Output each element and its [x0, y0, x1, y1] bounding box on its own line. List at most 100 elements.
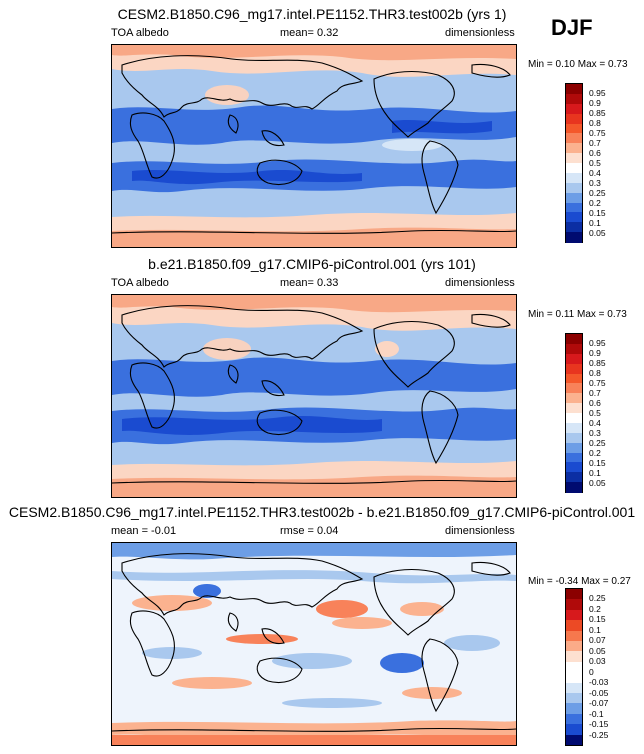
cb2-label-13: 0.1 [589, 468, 601, 478]
panel-2-map-svg [112, 295, 516, 497]
cb1-swatch [566, 93, 582, 105]
cb3-swatch [566, 609, 582, 621]
cb1-label-4: 0.75 [589, 128, 606, 138]
cb1-swatch [566, 123, 582, 134]
cb2-label-0: 0.95 [589, 338, 606, 348]
panel-2-minmax: Min = 0.11 Max = 0.73 [528, 309, 627, 320]
cb3-swatch [566, 672, 582, 684]
cb1-label-10: 0.25 [589, 188, 606, 198]
cb3-label-7: 0 [589, 666, 594, 677]
cb1-swatch [566, 202, 582, 213]
cb2-swatch [566, 422, 582, 434]
panel-1-minmax: Min = 0.10 Max = 0.73 [528, 59, 628, 70]
cb2-label-5: 0.7 [589, 388, 601, 398]
cb2-swatch [566, 393, 582, 404]
cb3-swatch [566, 589, 582, 600]
panel-2-variable-label: TOA albedo [111, 277, 169, 289]
cb3-swatch [566, 693, 582, 704]
cb2-swatch [566, 343, 582, 355]
cb3-swatch [566, 630, 582, 642]
cb3-label-13: -0.25 [589, 729, 609, 740]
panel-1-units-label: dimensionless [445, 27, 515, 39]
cb1-swatch [566, 84, 582, 95]
cb1-label-13: 0.1 [589, 218, 601, 228]
panel-2-map [111, 294, 517, 498]
cb2-label-10: 0.25 [589, 438, 606, 448]
cb2-swatch [566, 462, 582, 473]
cb1-label-5: 0.7 [589, 138, 601, 148]
cb2-swatch [566, 363, 582, 374]
cb2-label-2: 0.85 [589, 358, 606, 368]
cb3-label-2: 0.15 [589, 614, 606, 624]
cb3-swatch [566, 734, 582, 746]
cb1-label-14: 0.05 [589, 228, 606, 238]
panel-3-colorbar: 0.25 0.2 0.15 0.1 0.07 0.05 0.03 0 -0.03… [565, 588, 625, 746]
cb2-label-12: 0.15 [589, 458, 606, 468]
cb3-label-10: -0.07 [589, 698, 609, 708]
cb1-label-1: 0.9 [589, 98, 601, 108]
cb1-label-7: 0.5 [589, 158, 601, 168]
cb1-swatch [566, 232, 582, 243]
cb1-swatch [566, 103, 582, 115]
panel-3-mean-label: mean = -0.01 [111, 525, 177, 537]
cb2-swatch [566, 482, 582, 493]
cb3-swatch [566, 682, 582, 694]
cb2-label-11: 0.2 [589, 448, 601, 458]
panel-3-units-label: dimensionless [445, 525, 515, 537]
cb2-label-8: 0.4 [589, 418, 601, 428]
cb3-swatch [566, 661, 582, 673]
cb1-label-8: 0.4 [589, 168, 601, 178]
season-label: DJF [551, 15, 593, 40]
cb1-swatch [566, 143, 582, 154]
panel-1-colorbar-swatches [565, 83, 583, 243]
panel-1-map [111, 44, 517, 248]
cb1-swatch [566, 133, 582, 144]
cb1-swatch [566, 172, 582, 184]
cb3-swatch [566, 620, 582, 632]
cb3-label-3: 0.1 [589, 624, 601, 635]
panel-3-map [111, 542, 517, 746]
cb1-label-6: 0.6 [589, 148, 601, 158]
panel-2-colorbar-swatches [565, 333, 583, 493]
panel-2-colorbar: 0.95 0.9 0.85 0.8 0.75 0.7 0.6 0.5 0.4 0… [565, 333, 625, 493]
cb3-swatch [566, 651, 582, 663]
panel-3-colorbar-swatches [565, 588, 583, 746]
cb1-swatch [566, 113, 582, 124]
cb1-label-12: 0.15 [589, 208, 606, 218]
cb2-swatch [566, 383, 582, 394]
panel-1-mean-label: mean= 0.32 [280, 27, 339, 39]
cb3-label-11: -0.1 [589, 708, 604, 719]
cb3-label-8: -0.03 [589, 677, 609, 687]
cb1-label-0: 0.95 [589, 88, 606, 98]
cb2-swatch [566, 334, 582, 345]
cb1-swatch [566, 153, 582, 164]
cb2-swatch [566, 353, 582, 365]
cb3-label-5: 0.05 [589, 645, 606, 656]
cb2-swatch [566, 373, 582, 384]
cb3-swatch [566, 724, 582, 736]
cb3-label-12: -0.15 [589, 719, 609, 729]
cb2-swatch [566, 452, 582, 463]
cb1-swatch [566, 192, 582, 203]
cb1-swatch [566, 163, 582, 174]
cb3-swatch [566, 599, 582, 611]
cb2-label-14: 0.05 [589, 478, 606, 488]
cb3-label-6: 0.03 [589, 656, 606, 666]
panel-3-title: CESM2.B1850.C96_mg17.intel.PE1152.THR3.t… [8, 504, 636, 520]
cb2-swatch [566, 472, 582, 483]
panel-2-units-label: dimensionless [445, 277, 515, 289]
panel-1-variable-label: TOA albedo [111, 27, 169, 39]
cb2-label-6: 0.6 [589, 398, 601, 408]
cb1-label-2: 0.85 [589, 108, 606, 118]
cb1-swatch [566, 212, 582, 223]
cb3-label-9: -0.05 [589, 687, 609, 698]
cb3-swatch [566, 641, 582, 652]
cb2-swatch [566, 413, 582, 424]
cb1-label-11: 0.2 [589, 198, 601, 208]
panel-2-mean-label: mean= 0.33 [280, 277, 339, 289]
cb3-swatch [566, 703, 582, 715]
cb3-label-0: 0.25 [589, 593, 606, 603]
cb2-label-9: 0.3 [589, 428, 601, 438]
panel-1-colorbar: 0.95 0.9 0.85 0.8 0.75 0.7 0.6 0.5 0.4 0… [565, 83, 625, 243]
cb3-swatch [566, 713, 582, 725]
